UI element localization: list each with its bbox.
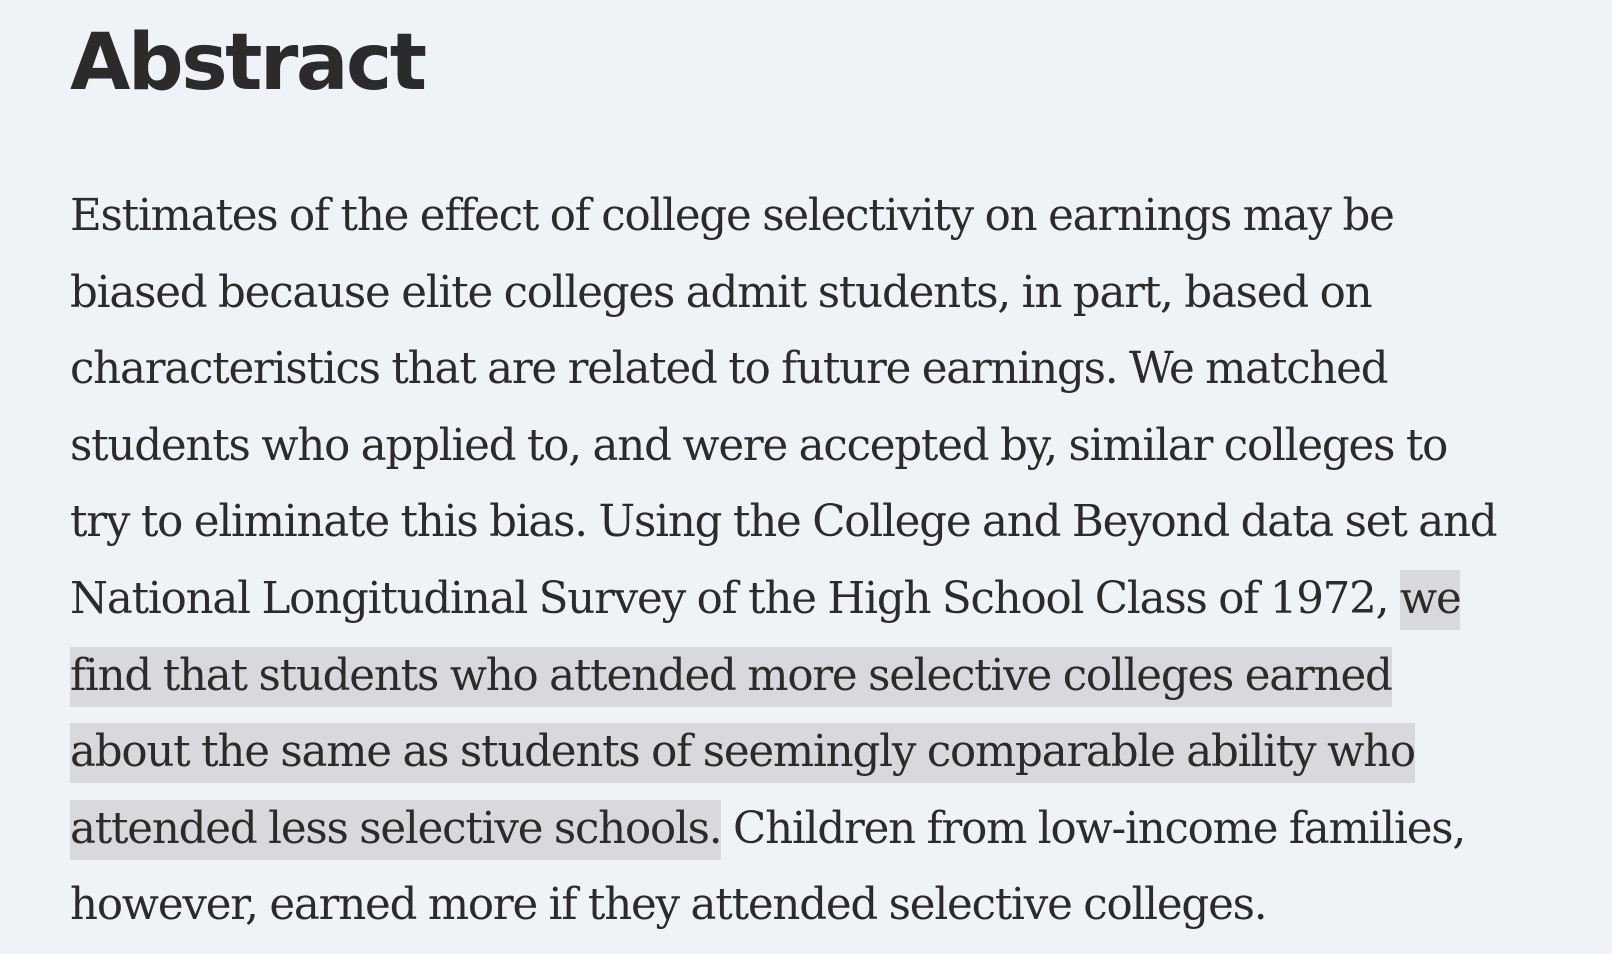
abstract-line: however, earned more if they attended se… <box>70 880 1268 931</box>
abstract-text[interactable]: Estimates of the effect of college selec… <box>70 178 1600 944</box>
abstract-line: National Longitudinal Survey of the High… <box>70 561 1600 638</box>
abstract-line: try to eliminate this bias. Using the Co… <box>70 497 1498 548</box>
abstract-line: Estimates of the effect of college selec… <box>70 191 1395 241</box>
selected-text-highlight[interactable]: we <box>1399 569 1462 630</box>
selected-text-highlight[interactable]: find that students who attended more sel… <box>70 646 1393 707</box>
abstract-text-plain: Children from low-income families, <box>721 803 1466 854</box>
selected-text-highlight[interactable]: attended less selective schools. <box>70 799 723 860</box>
abstract-text-plain: National Longitudinal Survey of the High… <box>70 573 1400 624</box>
abstract-line: characteristics that are related to futu… <box>70 344 1389 395</box>
abstract-line: biased because elite colleges admit stud… <box>70 267 1373 318</box>
abstract-line: students who applied to, and were accept… <box>70 420 1448 471</box>
abstract-line: attended less selective schools. Childre… <box>70 791 1600 868</box>
selected-text-highlight[interactable]: about the same as students of seemingly … <box>70 723 1416 784</box>
abstract-line: about the same as students of seemingly … <box>70 714 1600 791</box>
abstract-line: find that students who attended more sel… <box>70 638 1600 715</box>
abstract-heading: Abstract <box>70 18 427 108</box>
